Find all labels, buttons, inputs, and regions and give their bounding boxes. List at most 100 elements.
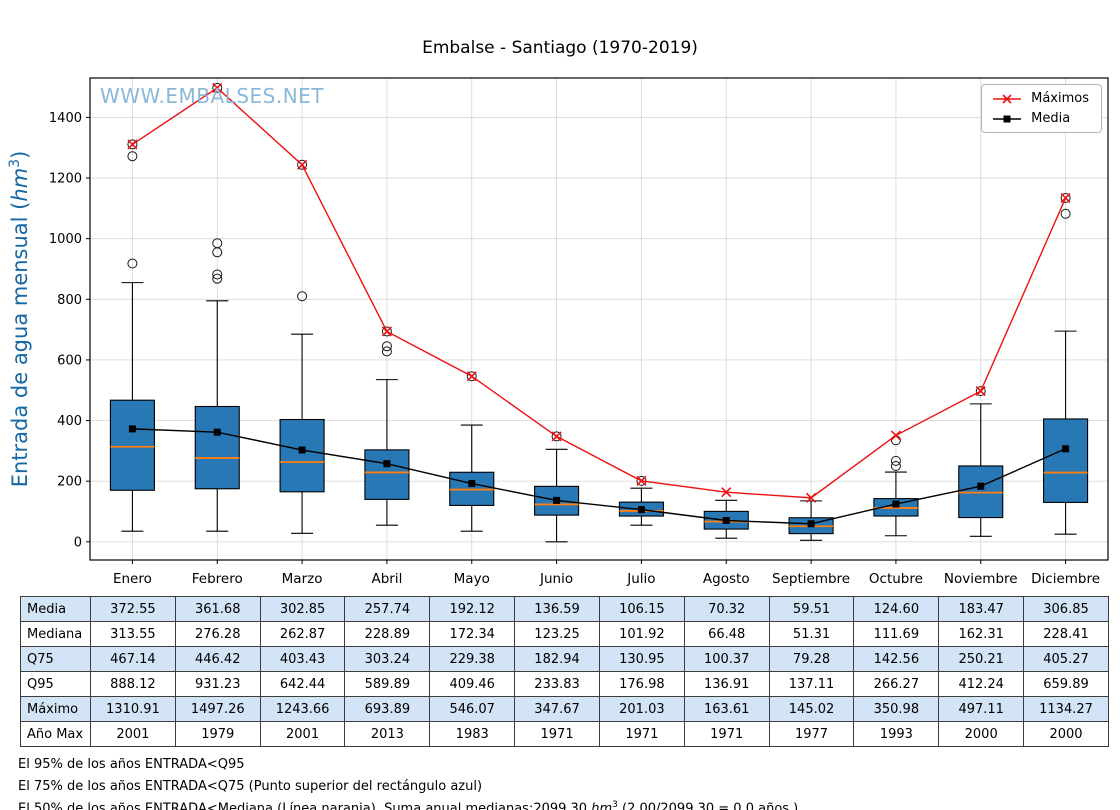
table-cell: 192.12 <box>429 596 516 622</box>
boxplot-diciembre <box>1043 192 1089 535</box>
table-cell: 546.07 <box>429 696 516 722</box>
legend-item-media: Media <box>991 111 1089 126</box>
boxplot-chart: 0 200 400 600 800 1000 1200 1400 Enero Febrero Mar… <box>7 77 1109 587</box>
table-cell: 228.41 <box>1023 621 1109 647</box>
table-cell: 229.38 <box>429 646 516 672</box>
svg-text:Julio: Julio <box>626 571 655 587</box>
table-cell: 257.74 <box>344 596 431 622</box>
svg-text:Mayo: Mayo <box>454 571 490 587</box>
svg-text:Marzo: Marzo <box>282 571 323 587</box>
table-cell: 1971 <box>683 721 770 747</box>
table-cell: 2000 <box>938 721 1025 747</box>
table-cell: 111.69 <box>853 621 940 647</box>
statistics-table: Media 372.55 361.68 302.85 257.74 192.12 136.5… <box>20 596 1109 747</box>
table-cell: 642.44 <box>259 671 346 697</box>
svg-text:Agosto: Agosto <box>703 571 750 587</box>
table-row-q75: Q75 467.14 446.42 403.43 303.24 229.38 182.94 1… <box>20 646 1109 672</box>
chart-area: Embalse - Santiago (1970-2019) 0 200 400 60… <box>7 38 1109 587</box>
table-cell: 70.32 <box>683 596 770 622</box>
maximos-line-swatch <box>993 93 1022 104</box>
footnotes: El 95% de los años ENTRADA<Q95 El 75% de … <box>18 756 1120 810</box>
boxplot-noviembre <box>958 386 1004 537</box>
footnote-line: El 75% de los años ENTRADA<Q75 (Punto su… <box>18 778 483 794</box>
table-cell: 2001 <box>259 721 346 747</box>
table-cell: 183.47 <box>938 596 1025 622</box>
svg-text:Diciembre: Diciembre <box>1031 571 1100 587</box>
table-cell: 1971 <box>514 721 600 747</box>
maximos-series <box>127 82 1071 503</box>
table-cell: 262.87 <box>259 621 346 647</box>
table-cell: 350.98 <box>853 696 940 722</box>
legend-item-maximos: Máximos <box>991 91 1089 106</box>
table-cell: 347.67 <box>514 696 600 722</box>
table-cell: 303.24 <box>344 646 431 672</box>
svg-text:Septiembre: Septiembre <box>772 571 850 587</box>
boxplots <box>109 82 1089 543</box>
table-cell: 1243.66 <box>259 696 346 722</box>
svg-text:0: 0 <box>74 535 82 550</box>
row-label: Q75 <box>20 646 91 672</box>
boxplot-febrero <box>194 82 240 532</box>
table-cell: 124.60 <box>853 596 940 622</box>
gridlines <box>90 78 1108 560</box>
svg-text:1000: 1000 <box>49 232 82 247</box>
watermark: WWW.EMBALSES.NET <box>100 84 325 108</box>
table-row-q95: Q95 888.12 931.23 642.44 589.89 409.46 233.83 1… <box>20 671 1109 697</box>
table-cell: 306.85 <box>1023 596 1109 622</box>
table-cell: 589.89 <box>344 671 431 697</box>
table-row-mediana: Mediana 313.55 276.28 262.87 228.89 172.34 123… <box>20 621 1109 647</box>
table-cell: 250.21 <box>938 646 1025 672</box>
row-label: Máximo <box>20 696 91 722</box>
row-label: Media <box>20 596 91 622</box>
y-axis-title: Entrada de agua mensual (hm3) <box>7 151 32 488</box>
svg-text:1200: 1200 <box>49 172 82 187</box>
table-cell: 497.11 <box>938 696 1025 722</box>
row-label: Q95 <box>20 671 91 697</box>
svg-text:200: 200 <box>57 475 82 490</box>
table-cell: 66.48 <box>683 621 770 647</box>
legend-label-maximos: Máximos <box>1031 91 1089 106</box>
table-cell: 136.91 <box>683 671 770 697</box>
table-cell: 228.89 <box>344 621 431 647</box>
media-line-swatch <box>993 115 1022 122</box>
footnote-line: El 95% de los años ENTRADA<Q95 <box>18 757 245 772</box>
table-cell: 693.89 <box>344 696 431 722</box>
table-cell: 136.59 <box>514 596 600 622</box>
row-label: Año Max <box>20 721 91 747</box>
table-cell: 1977 <box>768 721 855 747</box>
svg-text:Abril: Abril <box>371 571 402 587</box>
svg-text:Noviembre: Noviembre <box>944 571 1018 587</box>
table-cell: 403.43 <box>259 646 346 672</box>
table-cell: 176.98 <box>598 671 685 697</box>
table-cell: 2013 <box>344 721 431 747</box>
chart-title: Embalse - Santiago (1970-2019) <box>422 38 698 58</box>
table-cell: 1497.26 <box>174 696 261 722</box>
table-cell: 446.42 <box>174 646 261 672</box>
media-series <box>128 425 1070 528</box>
table-cell: 51.31 <box>768 621 855 647</box>
table-cell: 659.89 <box>1023 671 1109 697</box>
boxplot-enero <box>109 139 155 532</box>
table-row-media: Media 372.55 361.68 302.85 257.74 192.12 136.5… <box>20 596 1109 622</box>
row-label: Mediana <box>20 621 91 647</box>
table-cell: 201.03 <box>598 696 685 722</box>
table-cell: 1971 <box>598 721 685 747</box>
svg-text:800: 800 <box>57 293 82 308</box>
svg-text:Junio: Junio <box>539 571 573 587</box>
svg-text:Febrero: Febrero <box>192 571 243 587</box>
table-cell: 276.28 <box>174 621 261 647</box>
svg-text:Enero: Enero <box>113 571 152 587</box>
svg-text:400: 400 <box>57 414 82 429</box>
table-cell: 1979 <box>174 721 261 747</box>
boxplot-mayo <box>449 371 495 532</box>
table-cell: 931.23 <box>174 671 261 697</box>
legend-label-media: Media <box>1031 111 1071 126</box>
table-cell: 145.02 <box>768 696 855 722</box>
table-row-ano-max: Año Max 2001 1979 2001 2013 1983 1971 1971 1971 1… <box>20 721 1109 747</box>
table-cell: 888.12 <box>90 671 176 697</box>
footnote-line: El 50% de los años ENTRADA<Mediana (Líne… <box>18 800 799 810</box>
table-cell: 372.55 <box>90 596 176 622</box>
table-row-maximo: Máximo 1310.91 1497.26 1243.66 693.89 546.07 3… <box>20 696 1109 722</box>
boxplot-marzo <box>279 159 325 534</box>
table-cell: 100.37 <box>683 646 770 672</box>
